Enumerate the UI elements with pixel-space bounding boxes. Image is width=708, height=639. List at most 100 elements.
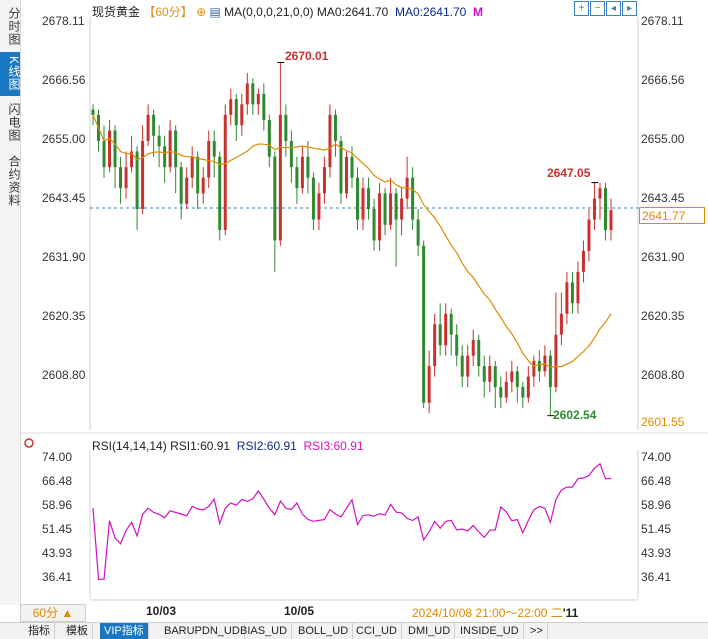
tab-cci[interactable]: CCI_UD [352,623,402,639]
candle-body [163,146,167,168]
candle-body [532,360,536,377]
tab-templates[interactable]: 模板 [62,623,93,639]
candle-body [135,151,139,210]
candle-body [515,371,519,388]
zoom-in-icon[interactable]: + [574,1,589,16]
x-date-label: 10/05 [284,604,315,618]
price-label: 2620.35 [641,309,685,323]
candle-body [427,366,431,403]
candle-body [300,156,304,189]
candle-body [273,156,277,241]
candle-body [322,167,326,194]
candle-body [581,250,585,272]
candle-body [372,209,376,241]
candle-body [471,339,475,356]
candle-body [416,219,420,246]
candle-body [190,156,194,178]
candle-body [356,177,360,220]
cursor-time: 2024/10/08 21:00～22:00 二 [412,606,563,620]
candle-body [317,193,321,220]
scroll-right-icon[interactable]: ▸ [622,1,637,16]
candle-body [537,360,541,372]
price-label: 2631.90 [42,250,86,264]
rsi-label: 66.48 [42,474,73,488]
price-label: 2655.00 [641,132,685,146]
rsi-label: 51.45 [42,522,73,536]
candle-body [433,324,437,367]
ma-params: MA(0,0,0,21,0,0) [224,5,314,19]
tab-flash[interactable]: 闪电图 [7,102,21,142]
candle-body [565,282,569,314]
candle-body [444,313,448,346]
candle-body [587,219,591,251]
tab-contract-info[interactable]: 合约资料 [7,155,21,207]
candle-body [466,355,470,377]
x-date-label: 10/03 [146,604,177,618]
candle-body [311,177,315,220]
tab-dmi[interactable]: DMI_UD [404,623,456,639]
candle-body [124,167,128,189]
tab-indicators[interactable]: 指标 [24,623,55,639]
rsi-label: 51.45 [641,522,672,536]
candle-body [521,387,525,398]
period-selector[interactable]: 60分 ▲ [20,604,86,622]
candle-body [477,339,481,367]
price-label: 2655.00 [42,132,86,146]
candle-body [488,366,492,382]
rsi-label: 58.96 [42,498,73,512]
price-label: 2620.35 [42,309,86,323]
ma0-value-2: MA0:2641.70 [394,5,467,19]
tab-kline[interactable]: K线图 [0,52,21,96]
candle-body [152,114,156,136]
candle-body [212,140,216,157]
candle-body [240,104,244,126]
rsi-settings-icon[interactable] [24,438,34,448]
zoom-out-icon[interactable]: − [590,1,605,16]
annotations-group: 2670.01 2602.54 2647.05 [277,49,599,422]
price-label: 2666.56 [641,73,685,87]
rsi-line [92,462,612,580]
candle-body [218,156,222,230]
candle-body [344,156,348,194]
tab-barupdn[interactable]: BARUPDN_UD [160,623,245,639]
rsi-label: 43.93 [641,546,672,560]
chart-icon[interactable]: ▤ [209,5,221,19]
chart-header: 现货黄金 【60分】 ⊕ ▤ MA(0,0,0,21,0,0) MA0:2641… [92,3,483,20]
candle-body [113,130,117,168]
candle-body [306,156,310,178]
candle-body [603,188,607,230]
candle-body [179,167,183,204]
candle-body [201,177,205,194]
price-label: 2643.45 [42,191,86,205]
candle-body [510,371,514,382]
tab-vip-indicators[interactable]: VIP指标 [100,623,149,639]
candle-body [350,156,354,178]
candle-body [251,83,255,105]
candle-body [267,120,271,157]
candle-body [339,140,343,194]
candle-body [185,177,189,204]
price-label: 2678.11 [42,14,85,28]
candle-body [460,355,464,377]
candle-body [367,188,371,210]
candle-body [422,245,426,403]
tab-boll[interactable]: BOLL_UD [294,623,354,639]
rsi-pane [89,450,639,598]
rsi-label: 66.48 [641,474,672,488]
settings-icon[interactable]: ⊕ [196,5,207,19]
ma0-value: MA0:2641.70 [316,5,389,19]
tab-inside[interactable]: INSIDE_UD [456,623,524,639]
bottom-price-label: 2601.55 [641,415,685,429]
cursor-time-label: 2024/10/08 21:00～22:00 二'11 [412,604,578,621]
candle-body [592,198,596,220]
scroll-left-icon[interactable]: ◂ [606,1,621,16]
candle-body [245,83,249,105]
tab-bias[interactable]: BIAS_UD [236,623,293,639]
tab-more[interactable]: >> [526,623,548,639]
candle-body [157,135,161,147]
candle-body [168,130,172,168]
candle-body [141,140,145,210]
rsi-label: 74.00 [641,450,672,464]
tab-timeshare[interactable]: 分时图 [7,6,21,46]
